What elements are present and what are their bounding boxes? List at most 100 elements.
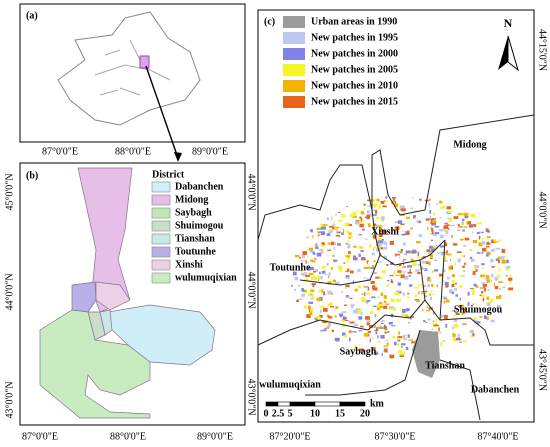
patch [471,258,475,262]
y-label: 44°0'0"N [246,173,257,210]
patch [336,231,341,234]
patch [327,217,329,220]
patch [388,322,393,325]
place-label: wulumuqixian [259,379,321,390]
arrow-head [174,152,182,162]
patch [365,331,369,335]
district [71,281,97,313]
patch [482,247,487,252]
patch [402,336,406,338]
scale-label: 20 [360,408,370,419]
patch [373,223,377,226]
patch [372,203,378,207]
patch [459,212,461,215]
patch [361,299,366,302]
patch [417,255,420,259]
patch [380,335,385,339]
patch [345,255,351,258]
patch [323,291,325,295]
patch [378,204,381,209]
patch [363,286,368,288]
patch [459,285,463,288]
patch [482,283,487,287]
patch [498,281,503,284]
patch [427,226,429,230]
patch [365,316,370,320]
patch [432,320,435,323]
patch [372,352,374,354]
patch [478,235,481,240]
patch [438,229,444,232]
patch [508,277,513,281]
patch [413,210,419,212]
patch [349,297,353,300]
patch [365,238,368,240]
patch [429,198,431,201]
patch [394,341,397,346]
legend-label: Dabanchen [175,181,224,192]
patch [408,308,410,311]
patch [352,212,357,217]
patch [466,221,471,225]
patch [326,233,331,236]
patch [346,206,349,208]
patch [498,239,502,241]
patch [429,258,433,259]
patch [448,228,450,230]
patch [389,354,395,359]
patch [384,331,387,334]
patch [383,324,386,329]
patch [330,241,334,246]
patch [486,251,491,255]
patch [382,205,387,208]
patch [328,272,331,276]
patch [400,346,403,348]
patch [501,259,506,264]
legend-label: Tianshan [175,233,215,244]
patch [459,238,464,241]
patch [370,198,375,202]
patch [385,243,388,247]
patch [433,234,437,237]
patch [425,290,428,292]
patch [433,311,435,315]
patch [381,320,385,322]
patch [457,258,461,263]
patch [472,271,476,275]
patch [358,253,361,257]
patch [294,276,298,281]
patch [375,314,377,317]
patch [401,313,406,316]
patch [447,253,452,256]
patch [360,211,365,215]
patch [386,200,388,203]
patch [414,215,417,218]
patch [300,260,305,262]
patch [322,329,327,331]
patch [443,225,449,230]
scale-unit: km [370,398,385,409]
patch [301,272,306,276]
patch [379,305,384,309]
patch [442,340,446,342]
patch [357,285,362,289]
patch [452,315,456,316]
patch [495,258,500,261]
patch [367,199,372,202]
patch [475,285,479,289]
patch [328,226,334,228]
patch [430,227,433,229]
urban-1990 [412,330,440,378]
patch [428,203,430,207]
patch [346,260,350,263]
patch [454,262,456,266]
patch [461,254,464,257]
patch [388,308,392,310]
patch [395,221,399,223]
patch [366,300,371,302]
patch [431,284,434,287]
patch [328,316,333,319]
patch [482,297,485,302]
patch [484,315,487,320]
